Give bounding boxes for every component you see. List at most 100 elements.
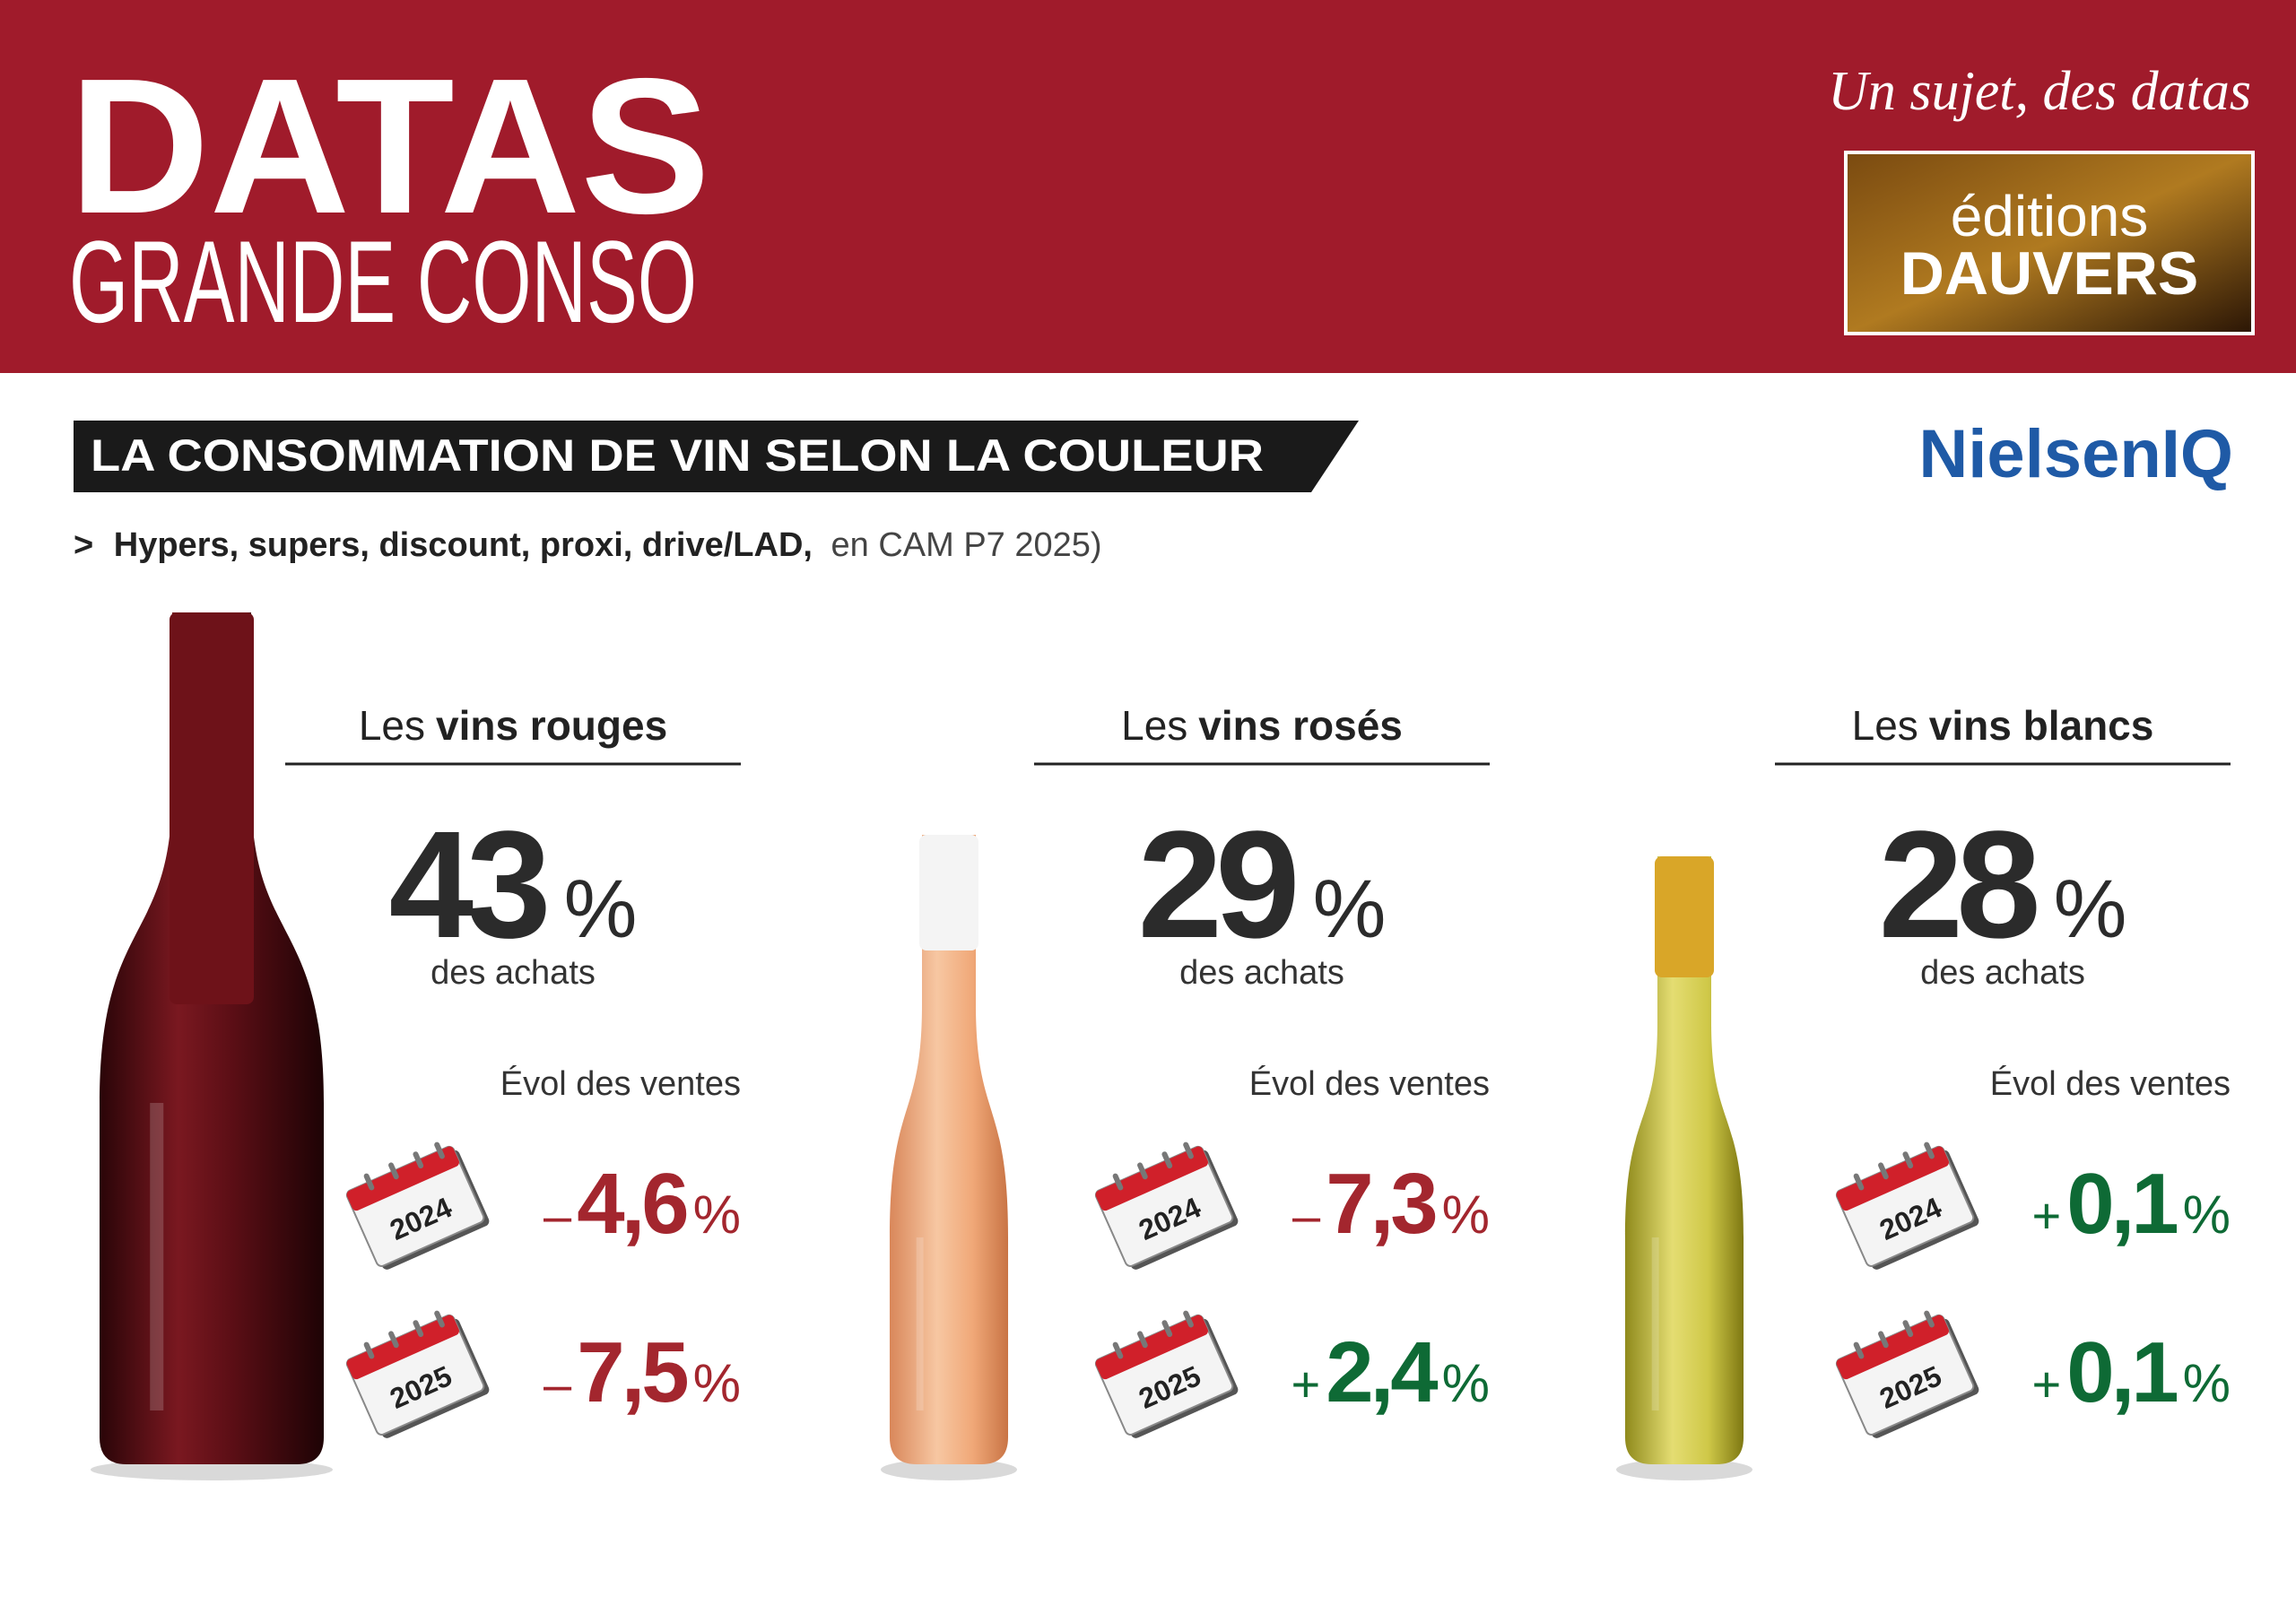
- evolution: +0,1%: [2031, 1324, 2231, 1420]
- calendar-ring: [1902, 1320, 1914, 1338]
- label-prefix: Les: [359, 702, 425, 749]
- calendar-ring: [1161, 1320, 1173, 1338]
- calendar-ring: [1183, 1141, 1194, 1159]
- bottle-capsule: [170, 612, 254, 1004]
- calendar-ring: [434, 1310, 445, 1328]
- calendar-icon: 2025: [1835, 1310, 1979, 1438]
- calendar-icon: 2024: [1835, 1141, 1979, 1270]
- share-label: des achats: [430, 954, 596, 992]
- panel-label: Les vins blancs: [1852, 702, 2154, 749]
- calendar-ring: [1112, 1173, 1124, 1191]
- logo-line1: éditions: [1951, 184, 2149, 248]
- bottle: [1625, 856, 1744, 1464]
- evolution-sign: –: [544, 1356, 572, 1412]
- share-value: 43: [389, 800, 547, 970]
- share-unit: %: [2054, 864, 2127, 955]
- evolution-value: 7,3: [1326, 1156, 1435, 1252]
- bottle: [100, 612, 324, 1464]
- bottle-capsule: [1655, 856, 1714, 977]
- calendar-header: [346, 1146, 459, 1211]
- evolution-unit: %: [2183, 1353, 2231, 1413]
- evolution-unit: %: [693, 1353, 741, 1413]
- calendar-ring: [363, 1341, 375, 1359]
- bottles: [91, 612, 1752, 1480]
- subtitle-bold: Hypers, supers, discount, proxi, drive/L…: [114, 526, 813, 564]
- share-unit: %: [564, 864, 638, 955]
- calendar-ring: [1183, 1310, 1194, 1328]
- bottle-capsule: [919, 835, 978, 950]
- evolution: –7,3%: [1292, 1156, 1490, 1252]
- evolution-value: 0,1: [2066, 1324, 2177, 1420]
- share-label: des achats: [1920, 954, 2085, 992]
- calendar-header: [1836, 1146, 1949, 1211]
- evolution-value: 0,1: [2066, 1156, 2177, 1252]
- evolution-sign: –: [544, 1187, 572, 1244]
- share-unit: %: [1313, 864, 1387, 955]
- evol-title: Évol des ventes: [1249, 1064, 1490, 1103]
- calendar-ring: [1161, 1151, 1173, 1169]
- evolution-unit: %: [1442, 1185, 1490, 1245]
- logo-box: [1844, 151, 2255, 335]
- calendar-icon: 2024: [345, 1141, 490, 1270]
- bottle-highlight: [916, 1237, 924, 1410]
- calendar-ring: [363, 1173, 375, 1191]
- calendar-header: [346, 1315, 459, 1380]
- label-name: vins rosés: [1198, 702, 1403, 749]
- evolution: –4,6%: [544, 1156, 741, 1252]
- calendar-header: [1095, 1146, 1208, 1211]
- calendar-ring: [1924, 1141, 1935, 1159]
- calendar-ring: [1878, 1162, 1889, 1180]
- bottle-highlight: [1651, 1237, 1659, 1410]
- bottle-shadow: [881, 1459, 1017, 1480]
- evolution: +2,4%: [1291, 1324, 1490, 1420]
- evolution-unit: %: [1442, 1353, 1490, 1413]
- evolution-sign: +: [2031, 1356, 2061, 1412]
- calendar-icon: 2025: [345, 1310, 490, 1438]
- calendar-ring: [1924, 1310, 1935, 1328]
- bottle-shadow: [1616, 1459, 1752, 1480]
- subtitle-normal: en CAM P7 2025): [831, 526, 1102, 564]
- calendar-ring: [413, 1151, 424, 1169]
- calendar-icon: 2024: [1094, 1141, 1239, 1270]
- calendar-ring: [1137, 1162, 1148, 1180]
- evolution: –7,5%: [544, 1324, 741, 1420]
- label-prefix: Les: [1121, 702, 1187, 749]
- evolution-sign: –: [1292, 1187, 1321, 1244]
- panel-label: Les vins rouges: [359, 702, 667, 749]
- source-logo: NielsenIQ: [1918, 416, 2233, 492]
- share: 29%: [1138, 800, 1387, 970]
- calendar-ring: [413, 1320, 424, 1338]
- evolution: +0,1%: [2031, 1156, 2231, 1252]
- bottle-highlight: [150, 1103, 164, 1410]
- label-name: vins rouges: [436, 702, 667, 749]
- calendar-ring: [1902, 1151, 1914, 1169]
- section-title-bar: [74, 421, 1359, 492]
- evolution-unit: %: [2183, 1185, 2231, 1245]
- calendar-ring: [388, 1162, 399, 1180]
- tagline: Un sujet, des datas: [1828, 61, 2251, 122]
- section-subtitle: > Hypers, supers, discount, proxi, drive…: [74, 526, 1102, 564]
- calendar-ring: [1878, 1331, 1889, 1349]
- evolution-value: 7,5: [577, 1324, 687, 1420]
- panel-label: Les vins rosés: [1121, 702, 1403, 749]
- evolution-unit: %: [693, 1185, 741, 1245]
- label-name: vins blancs: [1929, 702, 2154, 749]
- calendar-ring: [1853, 1341, 1865, 1359]
- calendar-header: [1095, 1315, 1208, 1380]
- calendar-ring: [1853, 1173, 1865, 1191]
- calendar-ring: [1112, 1341, 1124, 1359]
- calendar-ring: [434, 1141, 445, 1159]
- label-prefix: Les: [1852, 702, 1918, 749]
- evol-title: Évol des ventes: [1990, 1064, 2231, 1103]
- calendar-ring: [388, 1331, 399, 1349]
- calendar-ring: [1137, 1331, 1148, 1349]
- evolution-value: 2,4: [1326, 1324, 1438, 1420]
- share: 43%: [389, 800, 638, 970]
- share-label: des achats: [1179, 954, 1344, 992]
- bottle: [890, 835, 1008, 1464]
- wine-panel: Les vins rosés 29 %des achats Évol des vente…: [1034, 702, 1490, 1438]
- calendar-icon: 2025: [1094, 1310, 1239, 1438]
